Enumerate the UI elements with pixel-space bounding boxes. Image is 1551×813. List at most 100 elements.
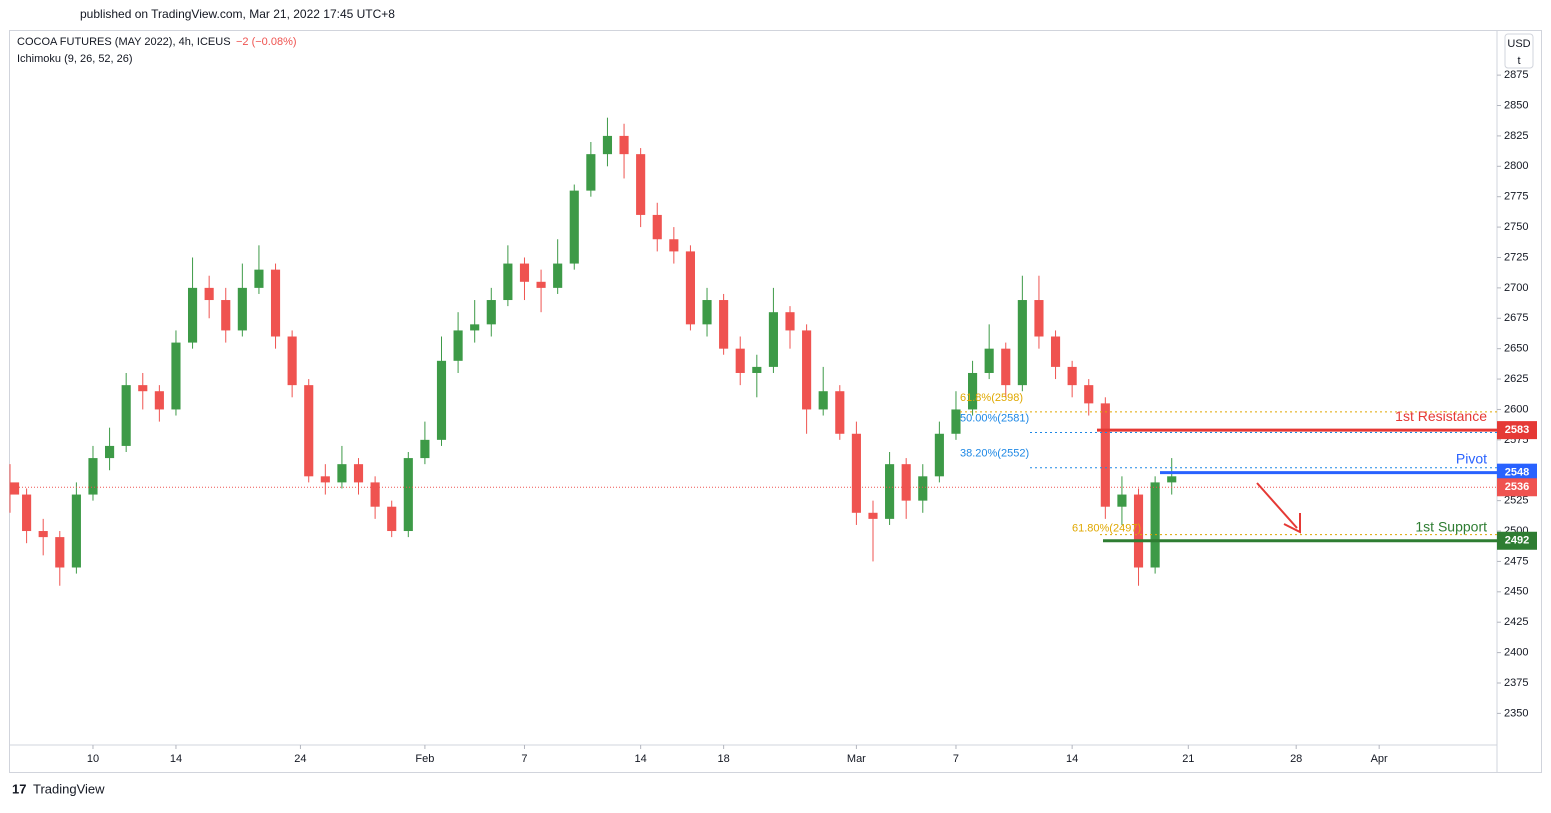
- candle-body: [785, 312, 795, 331]
- candle-body: [1017, 300, 1027, 386]
- x-tick-label: Apr: [1371, 753, 1388, 765]
- candle-body: [387, 506, 397, 532]
- candle-body: [1001, 348, 1011, 386]
- candle-body: [1034, 300, 1044, 337]
- candle-body: [1067, 366, 1077, 386]
- candle-body: [1084, 385, 1094, 404]
- y-tick-label: 2650: [1504, 343, 1528, 355]
- candle-body: [138, 385, 148, 392]
- x-tick-label: 28: [1290, 753, 1302, 765]
- y-tick-label: 2825: [1504, 130, 1528, 142]
- candle-body: [1133, 494, 1144, 568]
- brand: TradingView: [33, 781, 105, 796]
- x-tick-label: Feb: [415, 753, 434, 765]
- x-tick-label: Mar: [847, 753, 866, 765]
- x-tick-label: 24: [294, 753, 306, 765]
- price-tag-label: 2583: [1505, 424, 1529, 436]
- y-tick-label: 2675: [1504, 312, 1528, 324]
- candle-body: [204, 287, 214, 301]
- price-tag: [1497, 478, 1537, 497]
- candle-body: [719, 300, 729, 349]
- x-tick-label: 10: [87, 753, 99, 765]
- y-tick-label: 2425: [1504, 616, 1528, 628]
- candle-body: [1100, 403, 1110, 507]
- y-tick-label: 2725: [1504, 251, 1528, 263]
- level-name: 1st Resistance: [1395, 408, 1487, 424]
- fib-label: 61.80%(2497): [1072, 523, 1141, 535]
- candle-body: [934, 433, 944, 477]
- y-tick-label: 2700: [1504, 282, 1528, 294]
- candle-body: [536, 281, 546, 288]
- y-tick-label: 2850: [1504, 99, 1528, 111]
- candle-body: [569, 190, 579, 264]
- candle-body: [38, 531, 48, 538]
- currency-sub[interactable]: t: [1517, 55, 1520, 67]
- candle-body: [519, 263, 530, 282]
- candle-body: [105, 445, 115, 459]
- candle-body: [1050, 336, 1061, 367]
- y-tick-label: 2775: [1504, 191, 1528, 203]
- level-name: 1st Support: [1415, 518, 1487, 534]
- candle-body: [171, 342, 181, 410]
- candle-body: [88, 458, 98, 495]
- candle-body: [22, 494, 32, 532]
- candle-body: [918, 476, 928, 501]
- y-tick-label: 2800: [1504, 160, 1528, 172]
- y-tick-label: 2525: [1504, 495, 1528, 507]
- brand-logo: 17: [12, 781, 26, 796]
- x-tick-label: 14: [170, 753, 182, 765]
- y-tick-label: 2625: [1504, 373, 1528, 385]
- x-tick-label: 14: [1066, 753, 1078, 765]
- y-tick-label: 2400: [1504, 647, 1528, 659]
- candle-body: [868, 512, 878, 519]
- candle-body: [669, 239, 679, 252]
- candle-body: [403, 458, 413, 532]
- candle-body: [221, 300, 231, 331]
- currency[interactable]: USD: [1507, 38, 1530, 50]
- price-tag-label: 2536: [1505, 481, 1529, 493]
- candle-body: [420, 439, 430, 459]
- candle-body: [901, 464, 911, 501]
- level-name: Pivot: [1456, 450, 1487, 466]
- candle-body: [685, 251, 695, 325]
- candle-body: [304, 385, 314, 477]
- candle-body: [984, 348, 994, 373]
- candle-body: [453, 330, 463, 361]
- x-tick-label: 14: [635, 753, 647, 765]
- candle-body: [951, 409, 961, 434]
- candle-body: [768, 312, 778, 367]
- candle-body: [619, 135, 629, 155]
- plot: 2350237524002425245024752500252525502575…: [9, 69, 1537, 765]
- candle-body: [586, 154, 596, 191]
- y-tick-label: 2475: [1504, 555, 1528, 567]
- price-tag-label: 2492: [1505, 535, 1529, 547]
- candle-body: [636, 154, 646, 215]
- y-tick-label: 2350: [1504, 707, 1528, 719]
- candle-body: [802, 330, 812, 410]
- symbol: COCOA FUTURES (MAY 2022), 4h, ICEUS: [17, 36, 231, 48]
- candle-body: [121, 385, 131, 446]
- candle-body: [1117, 494, 1127, 507]
- y-tick-label: 2750: [1504, 221, 1528, 233]
- candle-body: [287, 336, 297, 386]
- candle-body: [1167, 476, 1177, 483]
- candle-body: [968, 372, 978, 410]
- candle-body: [436, 360, 447, 440]
- price-tag: [1497, 531, 1537, 550]
- candle-body: [370, 482, 380, 507]
- published: published on TradingView.com, Mar 21, 20…: [80, 7, 395, 21]
- candle-body: [237, 287, 247, 331]
- price-tag: [1497, 421, 1537, 440]
- y-tick-label: 2875: [1504, 69, 1528, 81]
- candle-body: [320, 476, 330, 483]
- y-tick-label: 2600: [1504, 403, 1528, 415]
- currency-button[interactable]: [1504, 33, 1534, 69]
- candle-body: [10, 482, 20, 495]
- y-tick-label: 2450: [1504, 586, 1528, 598]
- fib-label: 38.20%(2552): [960, 448, 1029, 460]
- candle-body: [851, 433, 861, 513]
- change: −2 (−0.08%): [236, 36, 297, 48]
- candle-body: [818, 391, 828, 410]
